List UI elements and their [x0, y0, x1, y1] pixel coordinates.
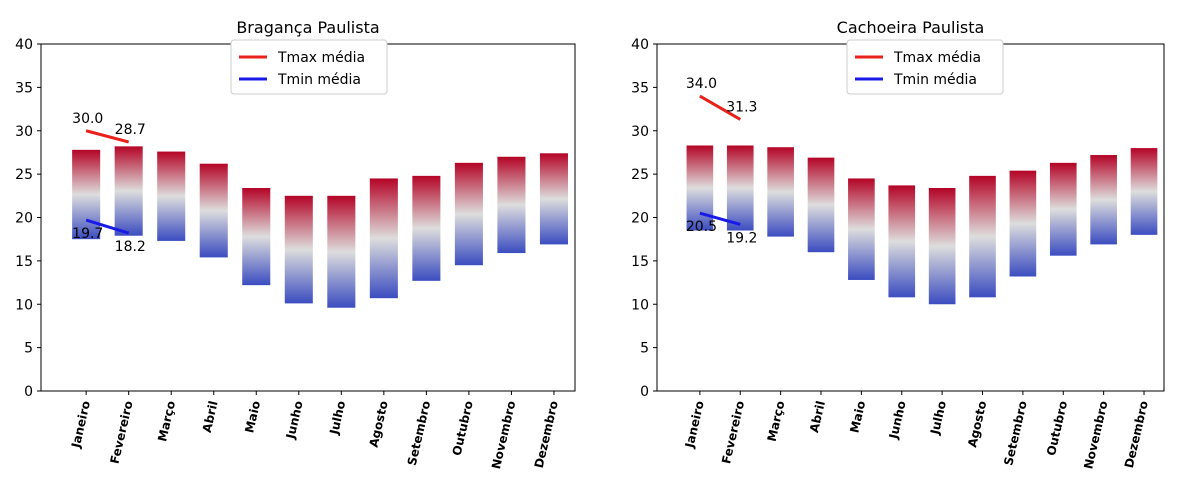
y-tick-label: 30 — [631, 124, 649, 140]
bar-maio — [242, 188, 271, 286]
x-tick-label-outubro: Outubro — [1044, 400, 1070, 458]
x-tick-label-julho: Julho — [928, 400, 949, 437]
x-tick-label-outubro: Outubro — [450, 400, 476, 458]
x-tick-label-setembro: Setembro — [405, 400, 433, 467]
y-tick-label: 15 — [631, 254, 649, 270]
bar-novembro — [497, 156, 526, 254]
data-label: 19.2 — [726, 230, 757, 246]
x-tick-label-junho: Junho — [886, 400, 908, 441]
bar-outubro — [454, 162, 483, 266]
x-tick-label-março: Março — [155, 400, 178, 443]
y-tick-label: 5 — [24, 341, 33, 357]
y-tick-label: 20 — [631, 211, 649, 227]
x-tick-label-fevereiro: Fevereiro — [108, 400, 136, 466]
bar-abril — [199, 163, 228, 258]
bar-fevereiro — [726, 145, 754, 231]
data-label: 18.2 — [115, 239, 146, 255]
bar-janeiro — [686, 145, 714, 231]
bar-maio — [848, 178, 875, 280]
y-tick-label: 40 — [15, 37, 33, 53]
bar-abril — [807, 157, 835, 253]
x-tick-label-agosto: Agosto — [965, 400, 989, 449]
bar-novembro — [1090, 155, 1117, 245]
y-tick-label: 30 — [15, 124, 33, 140]
x-tick-label-abril: Abril — [807, 400, 828, 434]
x-tick-label-abril: Abril — [200, 400, 221, 434]
x-tick-label-janeiro: Janeiro — [682, 400, 707, 450]
chart-title: Cachoeira Paulista — [837, 18, 985, 37]
x-tick-label-janeiro: Janeiro — [69, 400, 94, 450]
legend-label-tmax: Tmax média — [277, 50, 365, 66]
y-tick-label: 35 — [631, 80, 649, 96]
series-line-tmax — [699, 94, 742, 121]
x-tick-label-novembro: Novembro — [489, 400, 518, 471]
x-tick-label-dezembro: Dezembro — [1122, 400, 1151, 470]
data-label: 30.0 — [72, 111, 103, 127]
bar-setembro — [412, 175, 441, 281]
bar-fevereiro — [114, 146, 143, 236]
y-tick-label: 15 — [15, 254, 33, 270]
x-tick-label-dezembro: Dezembro — [532, 400, 561, 470]
bar-agosto — [369, 178, 398, 299]
bar-julho — [928, 188, 956, 305]
legend-label-tmax: Tmax média — [893, 50, 981, 66]
y-tick-label: 10 — [15, 297, 33, 313]
legend-label-tmin: Tmin média — [277, 72, 361, 88]
data-label: 31.3 — [726, 99, 757, 115]
x-tick-label-agosto: Agosto — [367, 400, 391, 449]
series-line-tmin — [699, 211, 741, 226]
y-tick-label: 25 — [15, 167, 33, 183]
bar-outubro — [1049, 162, 1077, 256]
y-tick-label: 5 — [640, 341, 649, 357]
y-tick-label: 25 — [631, 167, 649, 183]
legend-box — [846, 39, 1004, 95]
y-tick-label: 10 — [631, 297, 649, 313]
series-line-tmin — [85, 218, 130, 235]
bar-março — [767, 147, 794, 237]
legend-box — [230, 39, 388, 95]
chart-cachoeira-paulista: 0 5 10 15 20 25 30 35 40 Janeiro Fevereiro Março Abr… — [631, 18, 1165, 471]
y-tick-label: 35 — [15, 80, 33, 96]
x-tick-label-novembro: Novembro — [1081, 400, 1110, 471]
bar-dezembro — [1130, 148, 1158, 235]
legend: Tmax média Tmin média — [846, 39, 1004, 95]
chart-bragança-paulista: 0 5 10 15 20 25 30 35 40 Janeiro Fevereiro Março Abr… — [15, 18, 576, 471]
data-label: 19.7 — [72, 226, 103, 242]
bar-julho — [327, 195, 356, 308]
data-label: 20.5 — [686, 219, 717, 235]
chart-title: Bragança Paulista — [236, 18, 379, 37]
y-tick-label: 0 — [640, 384, 649, 400]
x-tick-label-julho: Julho — [327, 400, 348, 437]
bar-dezembro — [539, 153, 568, 245]
x-tick-label-maio: Maio — [242, 400, 263, 435]
bar-março — [157, 151, 186, 241]
y-tick-label: 20 — [15, 211, 33, 227]
x-tick-label-setembro: Setembro — [1001, 400, 1029, 467]
bar-junho — [888, 185, 916, 298]
bar-agosto — [969, 175, 996, 298]
x-tick-label-junho: Junho — [283, 400, 305, 441]
y-tick-label: 40 — [631, 37, 649, 53]
x-tick-label-março: Março — [765, 400, 788, 443]
y-tick-label: 0 — [24, 384, 33, 400]
data-label: 34.0 — [686, 76, 717, 92]
legend: Tmax média Tmin média — [230, 39, 388, 95]
series-line-tmax — [85, 129, 130, 144]
x-tick-label-fevereiro: Fevereiro — [719, 400, 747, 466]
bar-junho — [284, 195, 313, 304]
legend-label-tmin: Tmin média — [893, 72, 977, 88]
bar-setembro — [1009, 170, 1037, 277]
x-tick-label-maio: Maio — [847, 400, 868, 435]
data-label: 28.7 — [115, 122, 146, 138]
